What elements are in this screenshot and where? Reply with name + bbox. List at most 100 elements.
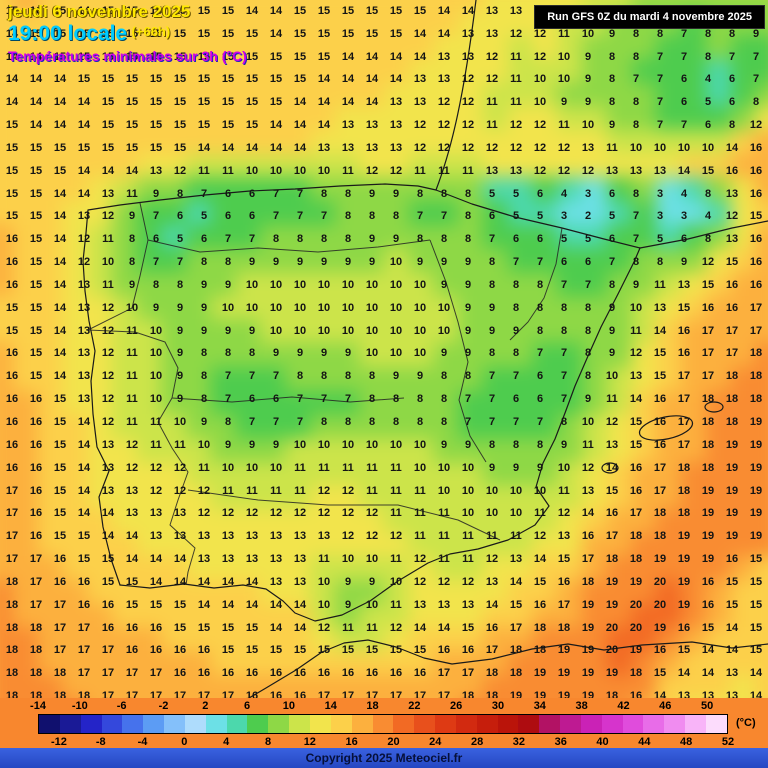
temp-cell (285, 272, 310, 296)
temp-cell (433, 319, 459, 344)
temp-cell (285, 224, 310, 249)
temp-value: 7 (464, 416, 472, 428)
temp-cell (532, 248, 558, 273)
temp-cell (705, 674, 731, 699)
temp-value: 7 (656, 73, 664, 86)
temp-cell (210, 295, 236, 320)
temp-value: 14 (53, 301, 67, 314)
temp-value: 8 (608, 96, 616, 109)
temp-cell (12, 390, 38, 415)
temp-value: 7 (464, 393, 472, 406)
temp-cell (186, 556, 211, 580)
temp-cell (408, 650, 434, 675)
temp-value: 11 (438, 530, 450, 543)
temp-cell (705, 177, 731, 202)
temp-value: 14 (245, 598, 259, 611)
temp-value: 8 (320, 187, 328, 200)
temp-value: 14 (581, 507, 595, 520)
temp-cell (285, 674, 310, 699)
temp-cell (532, 532, 558, 557)
temp-value: 17 (53, 598, 67, 611)
temp-cell (309, 579, 335, 604)
temp-value: 6 (704, 119, 712, 132)
temp-cell (606, 177, 632, 202)
temp-value: 15 (653, 347, 667, 360)
temp-cell (507, 272, 533, 296)
temp-value: 13 (101, 438, 115, 451)
temp-cell (656, 272, 681, 296)
temp-cell (557, 248, 582, 273)
temp-cell (730, 627, 756, 651)
temp-value: 17 (317, 690, 331, 703)
temp-cell (631, 485, 657, 509)
temp-cell (656, 224, 681, 249)
temp-value: 10 (149, 370, 163, 383)
temp-value: 11 (222, 164, 234, 177)
temp-cell (557, 59, 582, 83)
temp-cell (433, 272, 459, 296)
temp-cell (37, 627, 63, 651)
temp-value: 13 (293, 553, 307, 566)
island-mallorca (638, 415, 694, 441)
temp-value: 18 (701, 416, 715, 428)
temp-value: 7 (272, 416, 280, 428)
temp-value: 10 (437, 461, 451, 474)
temp-value: 14 (293, 141, 307, 154)
temp-value: 10 (317, 598, 331, 611)
temp-cell (0, 82, 13, 107)
temp-cell (755, 153, 768, 178)
temp-cell (705, 414, 731, 438)
temp-cell (458, 603, 483, 628)
temp-value: 18 (629, 553, 643, 566)
temp-cell (12, 11, 38, 36)
temp-value: 17 (29, 575, 43, 588)
temp-cell (334, 390, 360, 415)
legend: -14 -10 -6 -2 2 6 10 14 18 22 26 30 34 38 42 46 50 -12 -8… (0, 700, 768, 748)
temp-cell (210, 59, 236, 83)
temp-cell (631, 177, 657, 202)
temp-cell (161, 11, 186, 36)
legend-segment (539, 715, 561, 733)
temp-value: 8 (608, 73, 616, 86)
temp-value: 14 (125, 164, 139, 177)
temp-cell (87, 319, 112, 344)
temp-cell (730, 390, 756, 415)
temp-value: 13 (509, 4, 523, 17)
temp-cell (408, 485, 434, 509)
temp-value: 16 (749, 141, 763, 154)
temp-value: 16 (629, 461, 643, 474)
temp-value: 11 (438, 164, 450, 177)
temp-cell (557, 650, 582, 675)
temp-cell (210, 201, 236, 225)
run-info-box: Run GFS 0Z du mardi 4 novembre 2025 (534, 5, 765, 29)
temp-cell (136, 508, 162, 533)
temp-value: 20 (629, 598, 643, 611)
temp-cell (87, 0, 112, 12)
temp-cell (606, 106, 632, 131)
temp-cell (12, 201, 38, 225)
temp-value: 15 (77, 50, 91, 63)
temp-cell (186, 579, 211, 604)
temp-value: 14 (101, 507, 115, 520)
temp-cell (681, 248, 706, 273)
temp-value: 8 (704, 233, 712, 246)
temp-cell (235, 650, 261, 675)
temp-cell (0, 106, 13, 131)
temp-value: 13 (173, 530, 187, 543)
temp-value: 16 (557, 575, 571, 588)
temp-value: 19 (605, 667, 619, 680)
temp-cell (37, 414, 63, 438)
temp-cell (285, 153, 310, 178)
temp-cell (62, 153, 87, 178)
temp-value: 9 (200, 301, 208, 314)
temp-cell (755, 272, 768, 296)
temp-value: 13 (101, 187, 115, 200)
temp-cell (532, 177, 558, 202)
temp-cell (359, 59, 384, 83)
temp-value: 10 (293, 324, 307, 337)
temp-cell (210, 343, 236, 367)
legend-segment (706, 715, 727, 733)
temp-cell (235, 272, 261, 296)
temp-value: 8 (464, 210, 472, 223)
temp-cell (557, 224, 582, 249)
